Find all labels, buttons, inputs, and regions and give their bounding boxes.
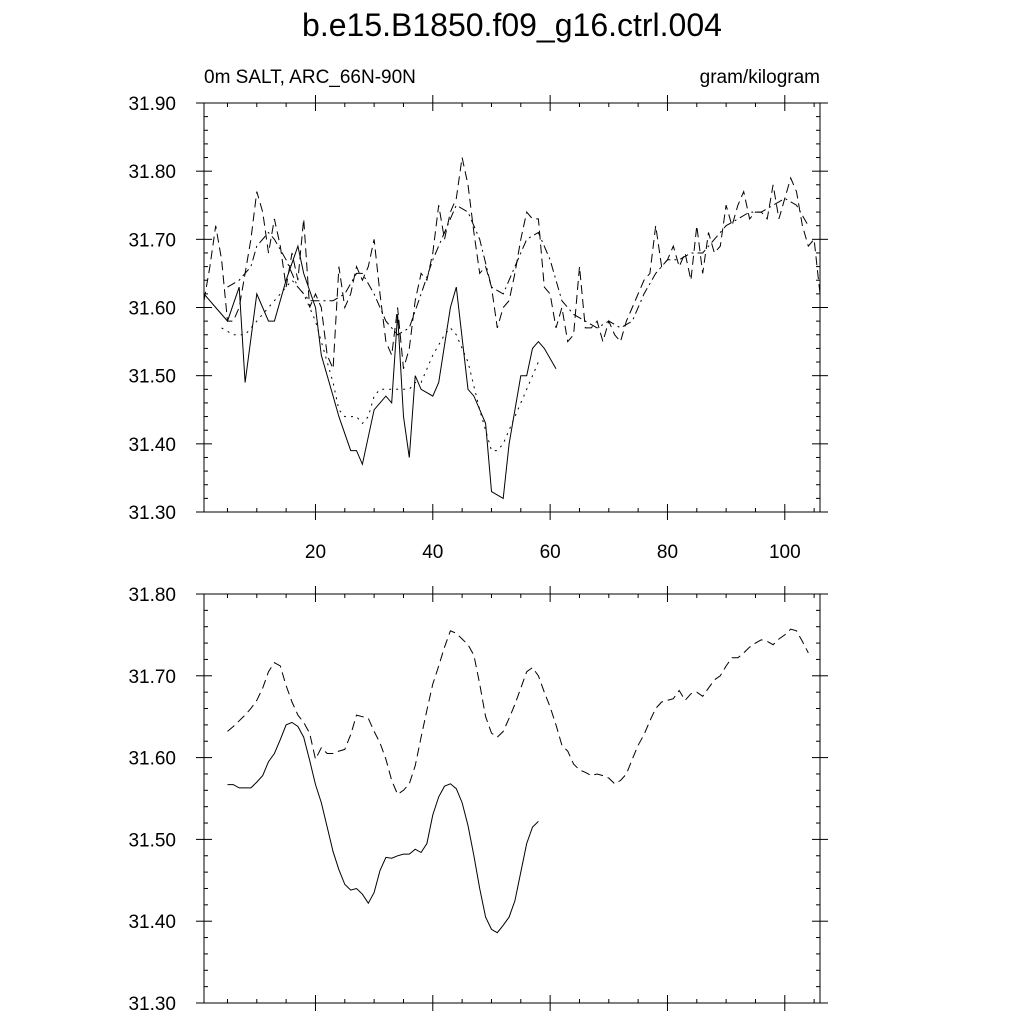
y-tick-label: 31.90 [128,94,176,115]
y-tick-label: 31.30 [128,994,176,1015]
chart-title: b.e15.B1850.f09_g16.ctrl.004 [302,7,722,43]
y-tick-label: 31.80 [128,585,176,606]
y-tick-label: 31.60 [128,749,176,770]
top-series-dashed [203,157,821,369]
top-panel: 31.30 31.40 31.50 31.60 31.70 31.80 31.90 20 40 6… [128,94,828,563]
bottom-series-dashed [227,628,809,796]
top-series-solid [203,244,557,500]
top-series-dotted [221,279,539,452]
x-tick-label: 20 [305,542,326,563]
y-tick-label: 31.50 [128,830,176,851]
chart-subtitle-right: gram/kilogram [700,67,820,88]
x-tick-label: 40 [422,542,443,563]
y-tick-label: 31.70 [128,667,176,688]
bottom-panel: 31.30 31.40 31.50 31.60 31.70 31.80 [128,585,828,1015]
y-tick-label: 31.80 [128,162,176,183]
y-tick-label: 31.30 [128,503,176,524]
y-tick-label: 31.40 [128,912,176,933]
chart-subtitle-left: 0m SALT, ARC_66N-90N [204,67,416,88]
y-tick-label: 31.50 [128,367,176,388]
y-tick-label: 31.70 [128,230,176,251]
top-series-dash-dot [227,197,809,336]
bottom-plot-frame [203,593,821,1004]
y-tick-label: 31.60 [128,299,176,320]
x-tick-label: 100 [769,542,801,563]
x-tick-label: 80 [657,542,678,563]
y-tick-label: 31.40 [128,435,176,456]
bottom-series-solid [227,721,539,934]
x-tick-label: 60 [540,542,561,563]
top-plot-frame [203,102,821,513]
